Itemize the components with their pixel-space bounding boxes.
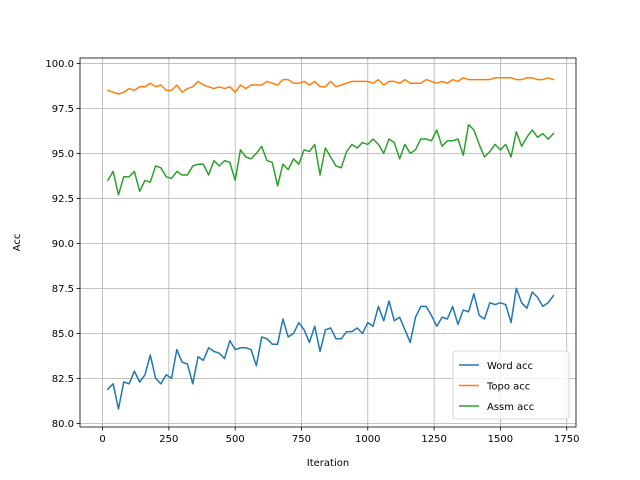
y-tick-label: 97.5 [52, 104, 74, 115]
series-line-topo-acc [106, 77, 555, 95]
y-tick-label: 82.5 [52, 374, 74, 385]
legend-label: Word acc [487, 361, 533, 372]
x-tick-label: 1500 [488, 434, 513, 445]
x-tick-label: 1750 [554, 434, 579, 445]
x-tick-label: 0 [99, 434, 105, 445]
x-tick-label: 1250 [421, 434, 446, 445]
series-line-assm-acc [106, 123, 555, 196]
y-axis-label: Acc [12, 234, 23, 252]
series-line-word-acc [106, 287, 555, 410]
legend: Word acc Topo acc Assm acc [452, 350, 570, 420]
y-tick-label: 95.0 [52, 149, 74, 160]
y-tick-label: 85.0 [52, 329, 74, 340]
y-tick-label: 90.0 [52, 239, 74, 250]
x-tick-label: 250 [159, 434, 178, 445]
legend-box [452, 350, 570, 420]
x-tick-label: 750 [292, 434, 311, 445]
y-tick-label: 87.5 [52, 284, 74, 295]
legend-label: Topo acc [486, 382, 530, 393]
legend-label: Assm acc [487, 402, 534, 413]
y-tick-label: 92.5 [52, 194, 74, 205]
series-layer [106, 77, 555, 410]
y-tick-label: 100.0 [45, 59, 74, 70]
axis-ticks: 0 250 500 750 1000 1250 1500 1750 80.0 82.5 85.0 87… [45, 59, 579, 445]
x-axis-label: Iteration [307, 458, 349, 469]
plot-frame [79, 57, 577, 428]
x-tick-label: 500 [226, 434, 245, 445]
x-tick-label: 1000 [355, 434, 380, 445]
y-tick-label: 80.0 [52, 419, 74, 430]
